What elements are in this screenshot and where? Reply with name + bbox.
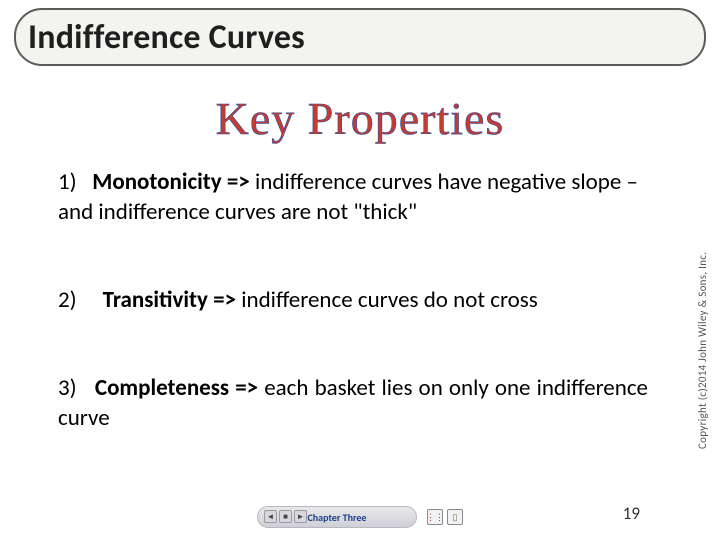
arrow-icon: => xyxy=(227,168,250,196)
prev-button[interactable]: ◄ xyxy=(264,510,277,523)
property-1-number: 1) xyxy=(58,168,77,196)
status-icon: ⋮⋮ xyxy=(427,509,443,525)
nav-button-group: ◄ ■ ► xyxy=(264,510,307,523)
next-button[interactable]: ► xyxy=(294,510,307,523)
title-capsule: Indifference Curves xyxy=(14,8,706,66)
property-2-text: indifference curves do not cross xyxy=(241,286,538,314)
slide: Indifference Curves Key Properties 1) Mo… xyxy=(0,0,720,540)
status-icon: ▯ xyxy=(447,509,463,525)
stop-button[interactable]: ■ xyxy=(279,510,292,523)
property-2: 2) Transitivity => indifference curves d… xyxy=(58,286,648,316)
property-1: 1) Monotonicity => indifference curves h… xyxy=(58,168,648,228)
section-heading: Key Properties xyxy=(0,92,720,145)
copyright-text: Copyright (c)2014 John Wiley & Sons, Inc… xyxy=(696,220,710,480)
arrow-icon: => xyxy=(235,374,258,402)
status-icon-group: ⋮⋮ ▯ xyxy=(427,509,463,525)
footer-bar: ◄ ■ ► Chapter Three ⋮⋮ ▯ xyxy=(200,504,520,530)
chapter-label: Chapter Three xyxy=(308,511,367,524)
body-region: 1) Monotonicity => indifference curves h… xyxy=(58,168,648,433)
property-3-term: Completeness xyxy=(95,374,229,402)
property-1-term: Monotonicity xyxy=(92,168,221,196)
property-2-term: Transitivity xyxy=(103,286,208,314)
arrow-icon: => xyxy=(213,286,236,314)
property-2-number: 2) xyxy=(58,286,77,314)
footer-pill: ◄ ■ ► Chapter Three xyxy=(257,506,417,528)
page-number: 19 xyxy=(623,503,640,524)
slide-title: Indifference Curves xyxy=(28,17,305,58)
property-3-number: 3) xyxy=(58,374,77,402)
property-3: 3) Completeness => each basket lies on o… xyxy=(58,374,648,434)
